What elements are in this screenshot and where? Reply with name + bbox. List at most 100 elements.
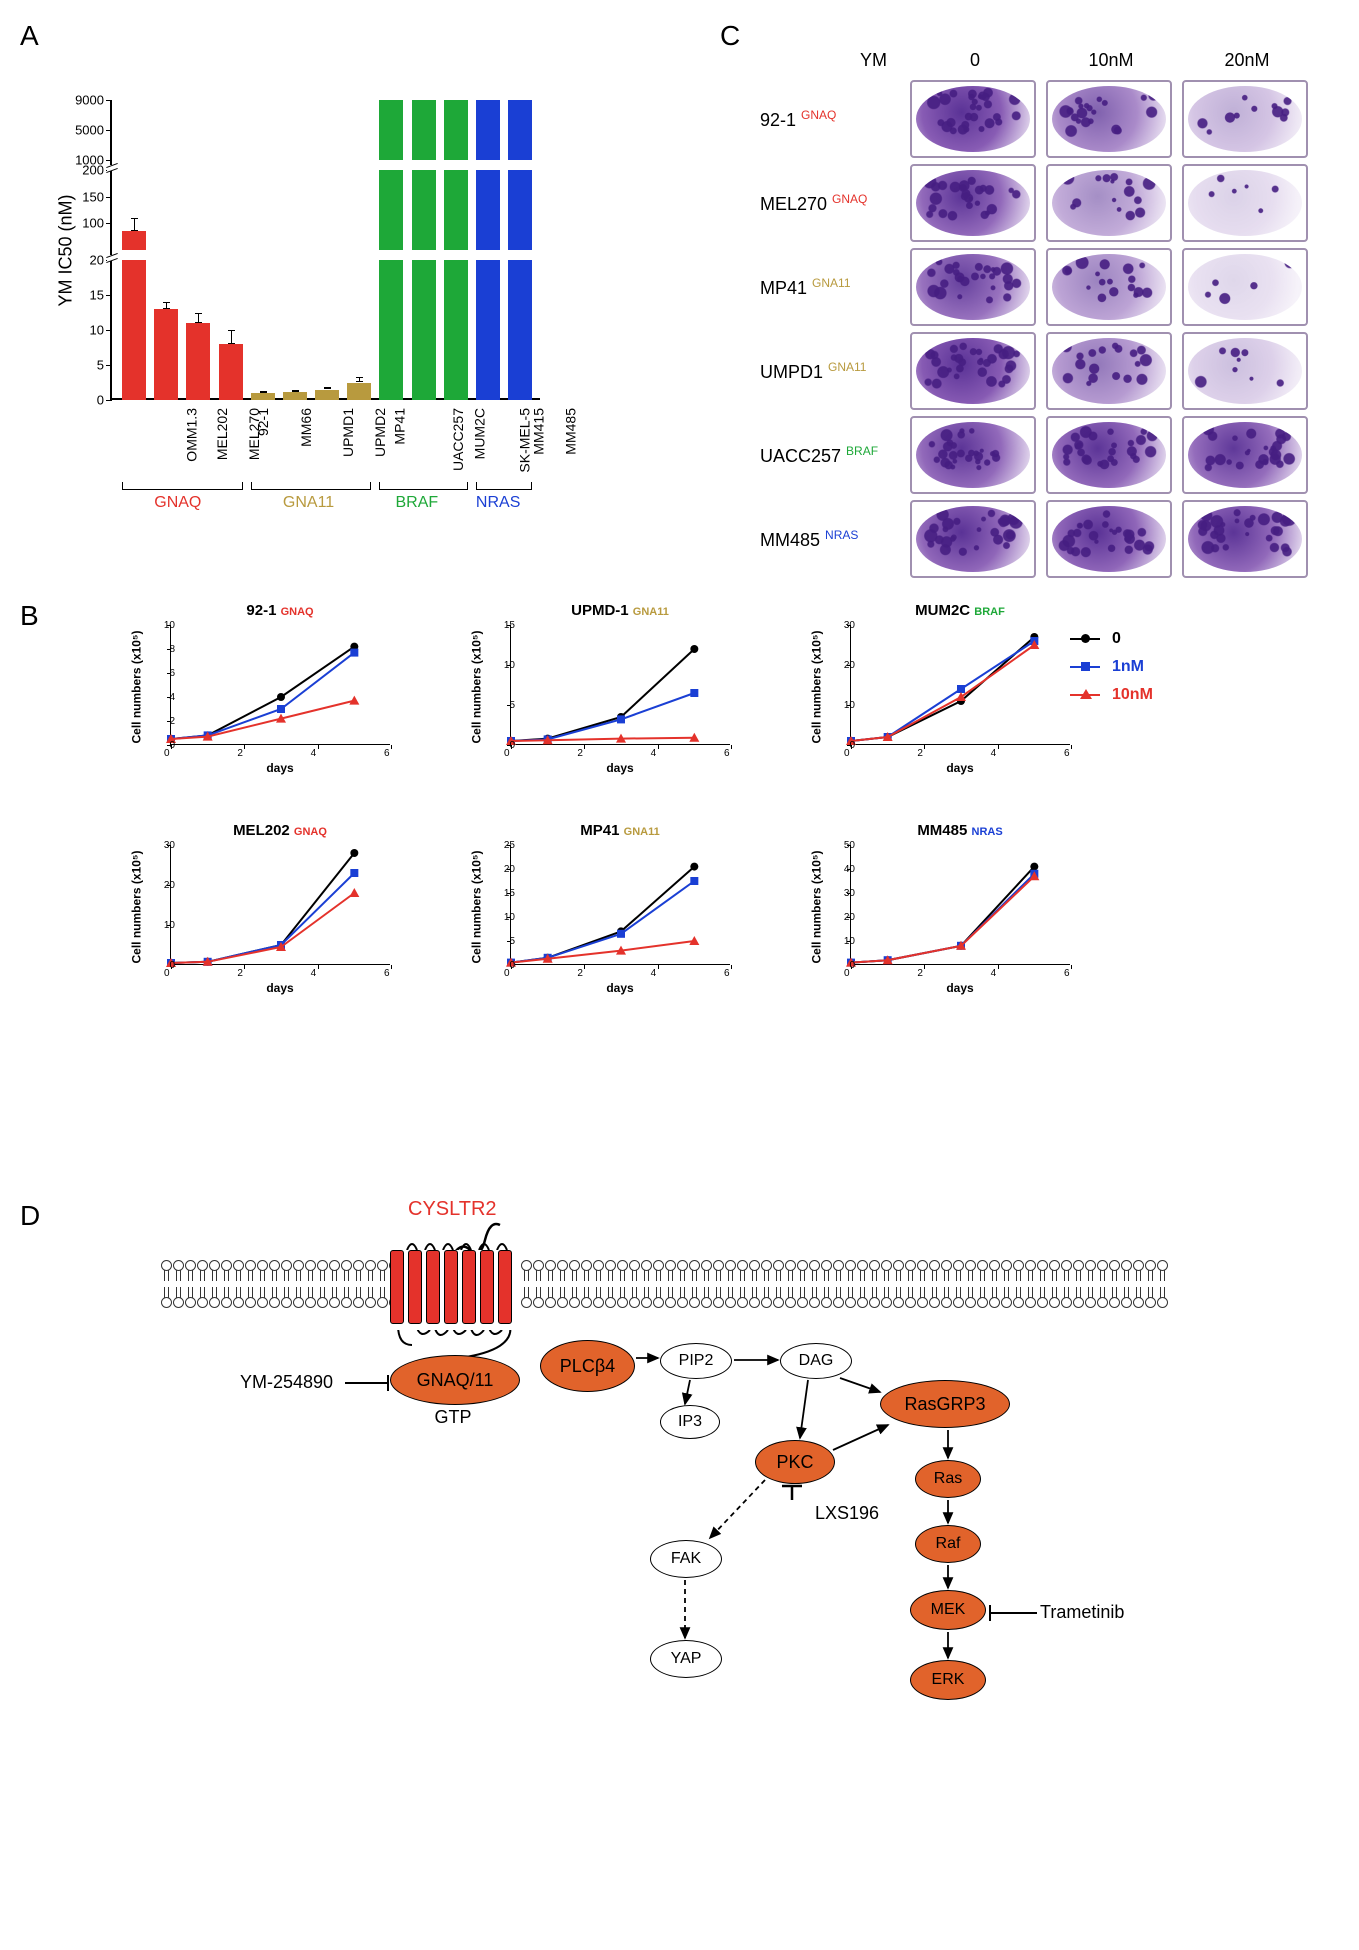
y-tick: 20 [90, 253, 104, 268]
y-tick: 30 [844, 888, 855, 899]
y-tick: 20 [504, 864, 515, 875]
x-axis-label: days [510, 981, 730, 995]
y-tick: 20 [844, 912, 855, 923]
bar [444, 100, 468, 160]
x-tick: 0 [164, 748, 170, 759]
label-b: B [20, 600, 39, 632]
receptor-icon [390, 1250, 520, 1330]
x-tick: 0 [504, 748, 510, 759]
y-tick: 20 [844, 660, 855, 671]
x-tick: 4 [651, 748, 657, 759]
col-header: 10nM [1046, 50, 1176, 71]
y-tick: 5000 [75, 123, 104, 138]
x-label: UPMD2 [372, 408, 388, 457]
y-tick: 10 [844, 936, 855, 947]
well [1046, 500, 1172, 578]
y-axis-label: Cell numbers (x10⁵) [810, 850, 824, 963]
well [910, 80, 1036, 158]
line-chart: MUM2C BRAFCell numbers (x10⁵)days0102030… [800, 600, 1080, 770]
x-tick: 6 [384, 968, 390, 979]
legend-item: 10nM [1070, 686, 1153, 704]
inhibitor-label: Trametinib [1040, 1602, 1124, 1623]
bar [412, 170, 436, 250]
legend-item: 0 [1070, 630, 1153, 648]
group-label: GNAQ [154, 494, 201, 512]
y-tick: 0 [849, 960, 855, 971]
inhibitor-label: LXS196 [815, 1503, 879, 1524]
x-tick: 6 [724, 748, 730, 759]
x-label: MUM2C [471, 408, 487, 459]
label-d: D [20, 1200, 40, 1232]
y-tick: 0 [169, 740, 175, 751]
node-mek: MEK [910, 1590, 986, 1630]
bar [444, 260, 468, 400]
bar [476, 170, 500, 250]
legend-b: 01nM10nM [1070, 630, 1153, 714]
line-chart: MEL202 GNAQCell numbers (x10⁵)days010203… [120, 820, 400, 990]
bar [508, 260, 532, 400]
x-axis-label: days [170, 761, 390, 775]
x-tick: 2 [577, 968, 583, 979]
x-tick: 4 [311, 748, 317, 759]
line-chart: MM485 NRASCell numbers (x10⁵)days0102030… [800, 820, 1080, 990]
x-tick: 4 [991, 968, 997, 979]
y-tick: 0 [169, 960, 175, 971]
x-label: MP41 [392, 408, 408, 445]
y-tick: 0 [509, 740, 515, 751]
chart-title: MUM2C BRAF [850, 602, 1070, 619]
bar [508, 170, 532, 250]
chart-title: MEL202 GNAQ [170, 822, 390, 839]
panel-c: C YM 010nM20nM 92-1 GNAQMEL270 GNAQMP41 … [720, 20, 1340, 580]
col-header: 20nM [1182, 50, 1312, 71]
row-label: UMPD1 GNA11 [760, 360, 866, 383]
x-tick: 0 [844, 748, 850, 759]
y-tick: 2 [169, 716, 175, 727]
row-label: MEL270 GNAQ [760, 192, 867, 215]
y-axis-label: Cell numbers (x10⁵) [470, 630, 484, 743]
x-tick: 2 [577, 748, 583, 759]
node-erk: ERK [910, 1660, 986, 1700]
bar [219, 344, 243, 400]
y-tick: 6 [169, 668, 175, 679]
y-tick: 30 [164, 840, 175, 851]
bar [122, 260, 146, 400]
x-tick: 6 [384, 748, 390, 759]
x-tick: 4 [311, 968, 317, 979]
bar [122, 231, 146, 250]
group-label: NRAS [476, 494, 520, 512]
y-tick: 5 [509, 936, 515, 947]
x-tick: 0 [844, 968, 850, 979]
well [1182, 416, 1308, 494]
y-axis-label: Cell numbers (x10⁵) [470, 850, 484, 963]
well [910, 332, 1036, 410]
y-tick: 20 [164, 880, 175, 891]
well [910, 500, 1036, 578]
node-rasgrp: RasGRP3 [880, 1380, 1010, 1428]
well [1046, 164, 1172, 242]
well [1182, 500, 1308, 578]
y-tick: 8 [169, 644, 175, 655]
x-label: MM415 [531, 408, 547, 455]
x-tick: 2 [237, 748, 243, 759]
well [1046, 248, 1172, 326]
y-tick: 10 [90, 323, 104, 338]
well [1046, 332, 1172, 410]
y-tick: 50 [844, 840, 855, 851]
well [1182, 332, 1308, 410]
well [910, 416, 1036, 494]
pathway-diagram: CYSLTR2 GNAQ/11GTPPLCβ4PIP2IP3 [160, 1180, 1160, 1920]
node-ip3: IP3 [660, 1405, 720, 1439]
row-label: 92-1 GNAQ [760, 108, 836, 131]
panel-d: D CYSLTR2 GNAQ/11GT [20, 1120, 1339, 1920]
x-tick: 0 [164, 968, 170, 979]
y-tick: 10 [844, 700, 855, 711]
y-tick: 100 [82, 216, 104, 231]
y-tick: 0 [509, 960, 515, 971]
well [1182, 248, 1308, 326]
y-tick: 1000 [75, 153, 104, 168]
node-raf: Raf [915, 1525, 981, 1563]
node-yap: YAP [650, 1640, 722, 1678]
chart-title: 92-1 GNAQ [170, 602, 390, 619]
y-tick: 10 [164, 620, 175, 631]
x-label: OMM1.3 [184, 408, 200, 462]
